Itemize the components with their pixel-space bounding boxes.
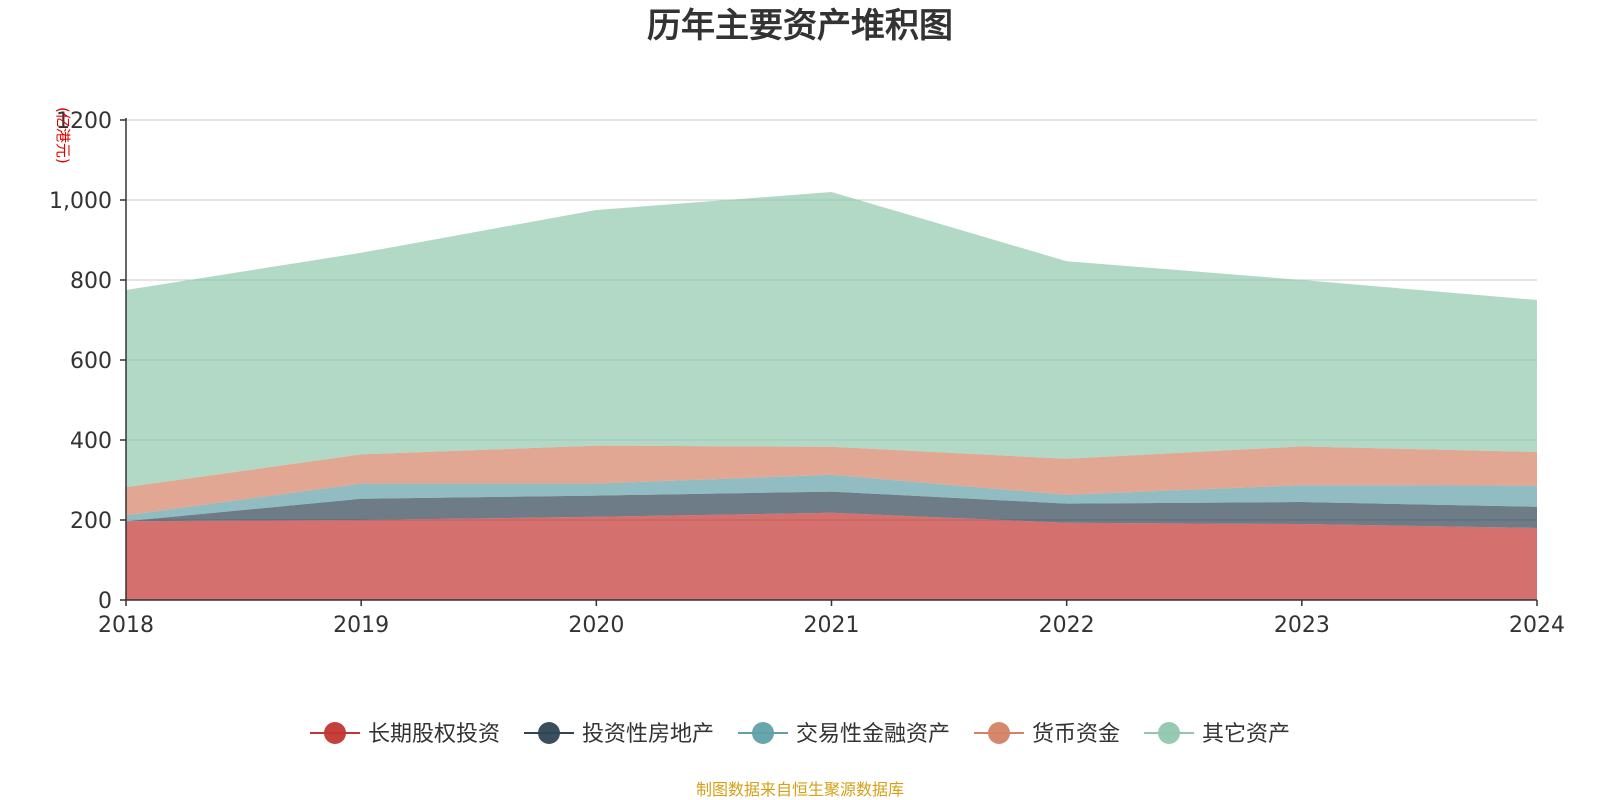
x-tick-label: 2024 (1509, 613, 1565, 638)
legend-item-0: 长期股权投资 (309, 722, 500, 747)
legend-circle-icon (988, 722, 1011, 744)
legend-circle-icon (751, 722, 774, 744)
legend-label: 其它资产 (1202, 722, 1290, 747)
x-tick-label: 2023 (1274, 613, 1330, 638)
axes (120, 118, 1538, 606)
area-series-4 (126, 192, 1537, 488)
chart-title: 历年主要资产堆积图 (647, 6, 953, 46)
y-tick-label: 800 (70, 269, 112, 294)
x-tick-label: 2021 (804, 613, 860, 638)
area-series (126, 192, 1537, 600)
legend-label: 货币资金 (1032, 722, 1120, 747)
area-series-1 (126, 491, 1537, 528)
legend-label: 投资性房地产 (582, 722, 714, 747)
legend-item-2: 交易性金融资产 (737, 722, 950, 747)
legend-circle-icon (1158, 722, 1181, 744)
area-series-2 (126, 474, 1537, 522)
data-source-note: 制图数据来自恒生聚源数据库 (696, 780, 904, 799)
legend-item-4: 其它资产 (1144, 722, 1290, 747)
legend-label: 交易性金融资产 (796, 722, 950, 747)
x-tick-label: 2019 (333, 613, 389, 638)
legend-item-3: 货币资金 (974, 722, 1120, 747)
legend: 长期股权投资 投资性房地产 交易性金融资产 货币资金 其它资产 (309, 722, 1290, 747)
y-tick-label: 1,000 (49, 189, 112, 214)
area-series-0 (126, 512, 1537, 600)
legend-circle-icon (537, 722, 560, 744)
y-tick-label: 600 (70, 349, 112, 374)
x-tick-label: 2022 (1039, 613, 1095, 638)
y-tick-label: 400 (70, 429, 112, 454)
legend-circle-icon (323, 722, 346, 744)
y-tick-labels: 0 200 400 600 800 1,000 1200 (49, 109, 112, 614)
y-tick-label: 0 (98, 589, 112, 614)
x-tick-label: 2018 (98, 613, 154, 638)
x-tick-label: 2020 (568, 613, 624, 638)
y-tick-label: 200 (70, 509, 112, 534)
legend-label: 长期股权投资 (368, 722, 500, 747)
area-series-3 (126, 445, 1537, 516)
x-tick-labels: 2018 2019 2020 2021 2022 2023 2024 (98, 613, 1565, 638)
legend-item-1: 投资性房地产 (523, 722, 714, 747)
y-axis-unit-label: (亿港元) (54, 107, 72, 164)
y-tick-label: 1200 (56, 109, 112, 134)
